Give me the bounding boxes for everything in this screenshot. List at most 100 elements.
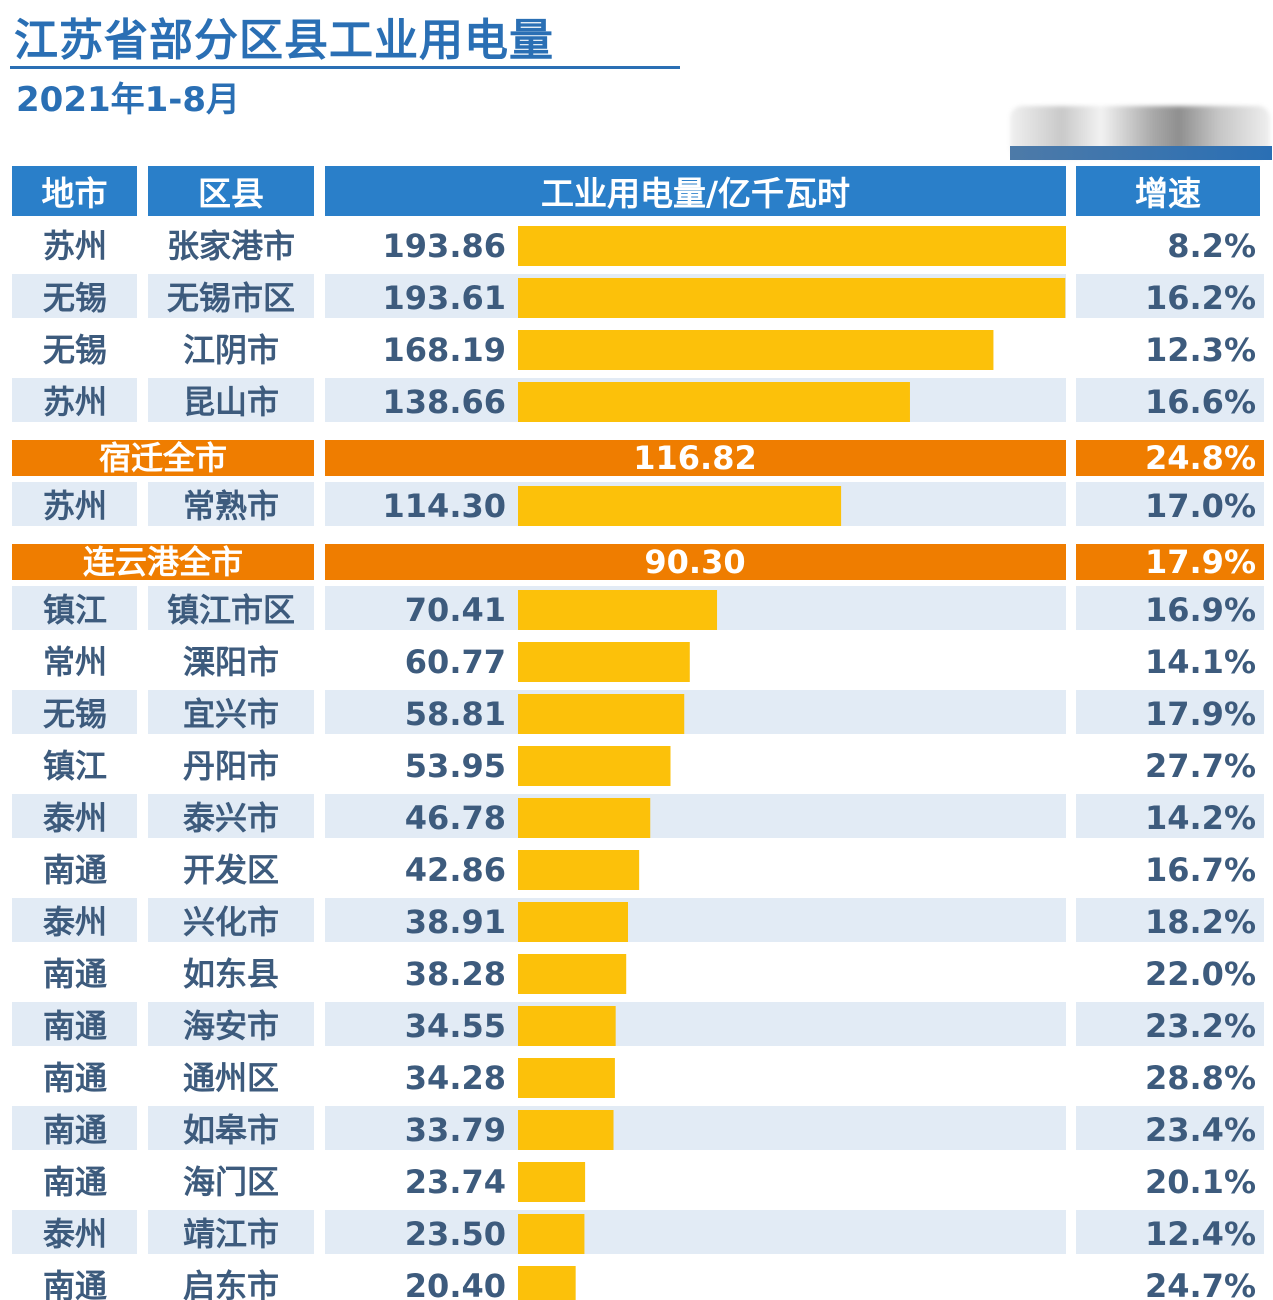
header-value: 工业用电量/亿千瓦时	[325, 166, 1066, 216]
header-city: 地市	[12, 166, 137, 216]
growth-label: 23.4%	[1145, 1111, 1256, 1149]
row-stripe-city	[12, 274, 137, 318]
row-stripe-district	[148, 690, 314, 734]
growth-label: 14.2%	[1145, 799, 1256, 837]
row-stripe-city	[12, 794, 137, 838]
city-label: 苏州	[43, 487, 107, 525]
growth-label: 12.4%	[1145, 1215, 1256, 1253]
row-stripe-city	[12, 1106, 137, 1150]
bar	[518, 850, 640, 890]
district-label: 丹阳市	[183, 747, 279, 785]
row-stripe-growth	[1076, 1106, 1264, 1150]
bar	[518, 1214, 585, 1254]
value-label: 38.28	[405, 955, 506, 993]
city-label: 无锡	[43, 695, 107, 733]
header-district: 区县	[148, 166, 314, 216]
city-label: 镇江	[43, 747, 107, 785]
blurred-watermark-stripe	[1010, 146, 1272, 160]
district-label: 通州区	[183, 1059, 279, 1097]
header-growth: 增速	[1076, 166, 1260, 216]
value-label: 42.86	[405, 851, 506, 889]
highlight-value-label: 116.82	[633, 439, 756, 477]
highlight-label-cell	[12, 544, 314, 580]
district-label: 开发区	[183, 851, 279, 889]
district-label: 镇江市区	[167, 591, 295, 629]
value-label: 23.74	[405, 1163, 506, 1201]
bar	[518, 1266, 576, 1300]
bar	[518, 642, 690, 682]
city-label: 无锡	[43, 279, 107, 317]
highlight-growth-cell	[1076, 440, 1264, 476]
highlight-label: 连云港全市	[83, 543, 243, 581]
growth-label: 27.7%	[1145, 747, 1256, 785]
district-label: 昆山市	[183, 383, 279, 421]
value-label: 34.55	[405, 1007, 506, 1045]
row-stripe-growth	[1076, 1002, 1264, 1046]
bar	[518, 746, 671, 786]
bar	[518, 226, 1066, 266]
chart-subtitle: 2021年1-8月	[16, 80, 241, 120]
value-label: 58.81	[405, 695, 506, 733]
growth-label: 16.9%	[1145, 591, 1256, 629]
row-stripe-growth	[1076, 1210, 1264, 1254]
row-stripe-growth	[1076, 378, 1264, 422]
highlight-value-label: 90.30	[644, 543, 745, 581]
district-label: 海安市	[183, 1007, 279, 1045]
growth-label: 20.1%	[1145, 1163, 1256, 1201]
growth-label: 22.0%	[1145, 955, 1256, 993]
bar	[518, 330, 994, 370]
district-label: 宜兴市	[183, 695, 279, 733]
value-label: 70.41	[405, 591, 506, 629]
growth-label: 8.2%	[1167, 227, 1256, 265]
value-label: 114.30	[383, 487, 506, 525]
district-label: 兴化市	[183, 903, 279, 941]
bar	[518, 278, 1066, 318]
row-stripe-district	[148, 482, 314, 526]
city-label: 常州	[43, 643, 107, 681]
value-label: 46.78	[405, 799, 506, 837]
value-label: 38.91	[405, 903, 506, 941]
bar	[518, 1006, 616, 1046]
city-label: 苏州	[43, 383, 107, 421]
row-stripe-growth	[1076, 898, 1264, 942]
growth-label: 18.2%	[1145, 903, 1256, 941]
city-label: 南通	[43, 1111, 107, 1149]
row-stripe-city	[12, 378, 137, 422]
bar	[518, 694, 685, 734]
chart-title: 江苏省部分区县工业用电量	[14, 15, 554, 66]
row-stripe-district	[148, 1002, 314, 1046]
highlight-label-cell	[12, 440, 314, 476]
growth-label: 17.9%	[1145, 695, 1256, 733]
row-stripe-district	[148, 586, 314, 630]
value-label: 168.19	[383, 331, 506, 369]
row-stripe-growth	[1076, 586, 1264, 630]
row-stripe-city	[12, 690, 137, 734]
city-label: 南通	[43, 1267, 107, 1300]
growth-label: 12.3%	[1145, 331, 1256, 369]
title-underline	[10, 66, 680, 69]
district-label: 靖江市	[183, 1215, 279, 1253]
district-label: 张家港市	[167, 227, 295, 265]
growth-label: 16.7%	[1145, 851, 1256, 889]
city-label: 泰州	[43, 903, 107, 941]
value-label: 193.86	[383, 227, 506, 265]
value-label: 53.95	[405, 747, 506, 785]
bar	[518, 486, 842, 526]
bar	[518, 902, 628, 942]
city-label: 南通	[43, 1007, 107, 1045]
bar	[518, 1110, 614, 1150]
bar	[518, 590, 718, 630]
row-stripe-growth	[1076, 794, 1264, 838]
district-label: 常熟市	[183, 487, 279, 525]
city-label: 南通	[43, 1163, 107, 1201]
row-stripe-value	[325, 898, 1066, 942]
growth-label: 28.8%	[1145, 1059, 1256, 1097]
district-label: 江阴市	[183, 331, 279, 369]
growth-label: 17.9%	[1145, 543, 1256, 581]
district-label: 如东县	[183, 955, 279, 993]
row-stripe-value	[325, 1210, 1066, 1254]
row-stripe-city	[12, 482, 137, 526]
highlight-value-cell	[325, 440, 1066, 476]
value-label: 138.66	[383, 383, 506, 421]
